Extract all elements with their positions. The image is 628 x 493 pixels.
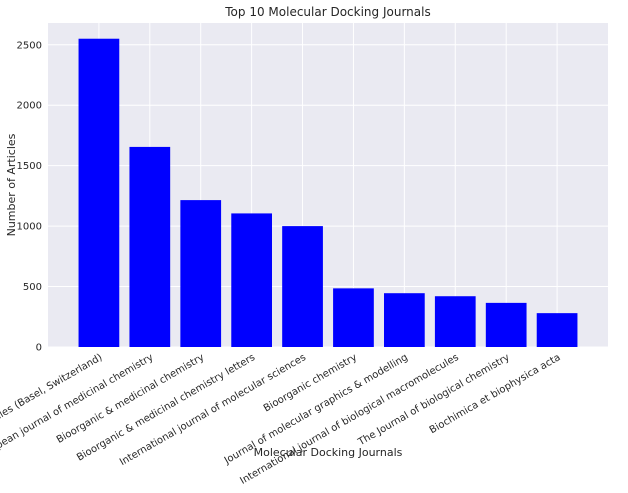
y-tick-label: 2000 [17,101,42,112]
bar [333,288,374,347]
bars [78,38,578,347]
bar [434,296,476,347]
y-tick-labels: 0 500 1000 1500 2000 2500 [17,40,42,353]
bar [78,38,120,347]
bar [536,313,578,347]
y-tick-label: 0 [36,343,42,354]
y-axis-title: Number of Articles [5,133,18,236]
bar [282,226,323,347]
x-tick-label: Bioorganic chemistry [262,352,359,414]
y-tick-label: 500 [23,282,42,293]
bar [129,146,171,347]
bar [180,200,222,347]
x-axis-title: Molecular Docking Journals [254,446,403,459]
y-tick-label: 2500 [17,40,42,51]
y-tick-label: 1500 [17,161,42,172]
bar [485,302,527,347]
chart-title: Top 10 Molecular Docking Journals [224,5,430,19]
y-tick-label: 1000 [17,222,42,233]
bar [384,293,425,347]
x-tick-labels: Molecules (Basel, Switzerland)European j… [0,352,563,487]
bar [231,213,272,347]
